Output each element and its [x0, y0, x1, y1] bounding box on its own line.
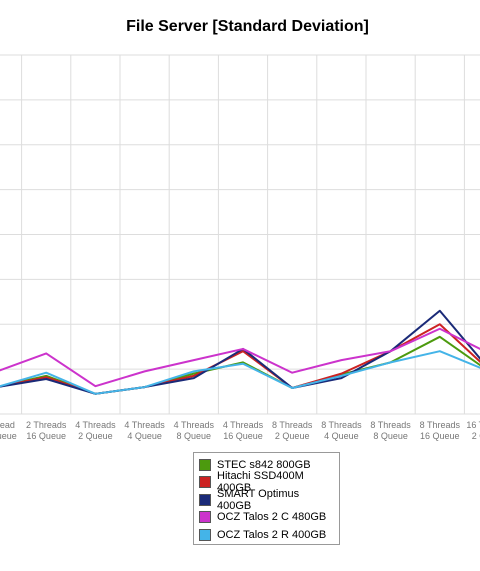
legend-label: OCZ Talos 2 R 400GB: [217, 528, 327, 541]
legend-label: Hitachi SSD400M 400GB: [217, 470, 304, 495]
x-tick-label: 4 Threads 2 Queue: [75, 420, 116, 441]
x-tick-label: 8 Threads 8 Queue: [370, 420, 411, 441]
x-tick-label: 8 Threads 4 Queue: [321, 420, 362, 441]
legend-item: OCZ Talos 2 C 480GB: [199, 509, 334, 527]
legend-label: STEC s842 800GB: [217, 458, 311, 471]
legend-swatch: [199, 458, 211, 471]
x-tick-label: 4 Threads 16 Queue: [223, 420, 264, 441]
x-tick-label: 8 Threads 2 Queue: [272, 420, 313, 441]
legend-swatch: [199, 528, 211, 541]
legend-item: Hitachi SSD400M 400GB: [199, 470, 334, 494]
legend: STEC s842 800GB Hitachi SSD400M 400GB SMAR…: [193, 452, 340, 545]
x-tick-label: 2 Threads 16 Queue: [26, 420, 67, 441]
grid: [0, 54, 480, 415]
chart-title: File Server [Standard Deviation]: [126, 18, 369, 35]
legend-label: SMART Optimus 400GB: [217, 487, 300, 512]
legend-item: STEC s842 800GB: [199, 456, 334, 474]
series-line-ocz-talos-2-c-480gb: [0, 327, 480, 388]
series-lines: [0, 309, 480, 395]
legend-swatch: [199, 493, 211, 506]
legend-label: OCZ Talos 2 C 480GB: [217, 511, 327, 524]
x-tick-label: 4 Threads 4 Queue: [124, 420, 165, 441]
legend-swatch: [199, 476, 211, 489]
x-tick-label: 1 Thread16 Queue: [0, 420, 17, 441]
x-tick-label: 4 Threads 8 Queue: [174, 420, 215, 441]
series-line-ocz-talos-2-r-400gb: [0, 350, 480, 395]
x-tick-label: 8 Threads 16 Queue: [420, 420, 461, 441]
legend-swatch: [199, 511, 211, 524]
legend-item: SMART Optimus 400GB: [199, 487, 334, 512]
legend-item: OCZ Talos 2 R 400GB: [199, 526, 334, 544]
